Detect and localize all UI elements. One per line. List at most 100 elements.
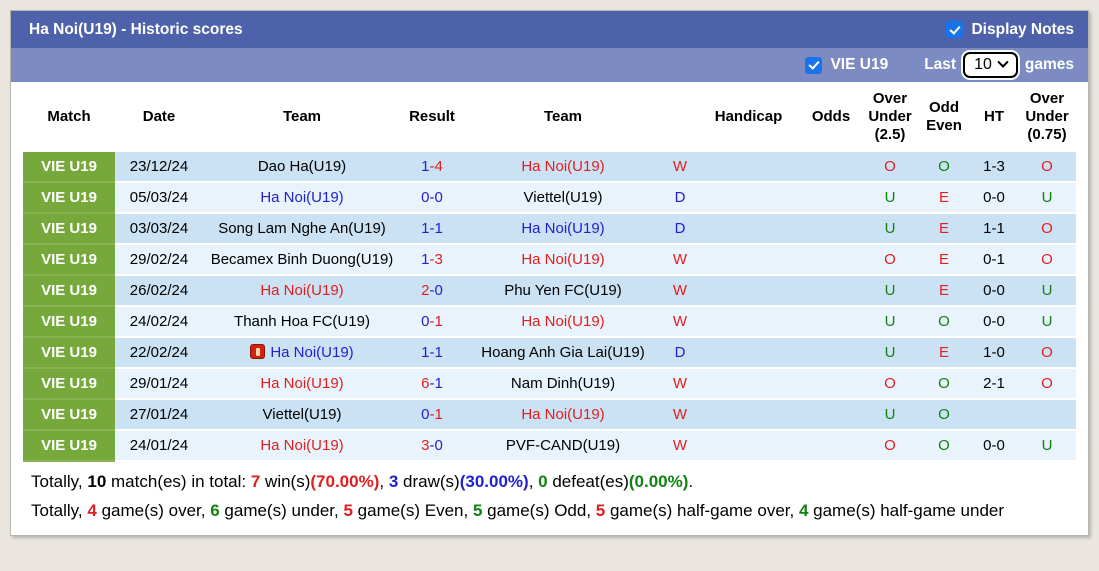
away-team-name: Nam Dinh(U19) [510, 375, 616, 392]
over-under-25-cell: O [862, 152, 918, 183]
away-team-name: Phu Yen FC(U19) [504, 282, 622, 299]
result-cell: 0-1 [401, 399, 463, 431]
odds-cell [800, 306, 862, 338]
odd-even-cell: O [918, 399, 970, 431]
display-notes-toggle[interactable]: Display Notes [946, 21, 1074, 39]
summary-segment: 5 [595, 501, 606, 520]
over-under-075-cell [1018, 399, 1076, 431]
home-team-name: Viettel(U19) [262, 406, 342, 423]
handicap-cell [697, 306, 800, 338]
table-row: VIE U19 05/03/24 Ha Noi(U19) 0-0 Viettel… [23, 182, 1076, 214]
home-team-cell: Thanh Hoa FC(U19) [203, 306, 401, 338]
summary-segment: 7 [250, 472, 261, 491]
result-cell: 0-1 [401, 306, 463, 338]
result-away-score: 1 [434, 375, 443, 392]
over-under-25-cell: O [862, 368, 918, 400]
league-badge: VIE U19 [23, 368, 115, 400]
summary-segment: draw(s) [398, 472, 460, 491]
ht-cell [970, 399, 1018, 431]
result-cell: 1-4 [401, 152, 463, 183]
result-home-score: 1 [421, 344, 430, 361]
odd-even-cell: O [918, 152, 970, 183]
col-header-match: Match [23, 82, 115, 152]
summary-segment: 5 [343, 501, 353, 520]
col-header-team-away: Team [463, 82, 663, 152]
outcome-cell: W [663, 306, 697, 338]
handicap-cell [697, 399, 800, 431]
odds-cell [800, 430, 862, 462]
odd-even-cell: E [918, 275, 970, 307]
league-badge: VIE U19 [23, 337, 115, 369]
summary-segment: game(s) Odd, [482, 501, 596, 520]
home-team-cell: Viettel(U19) [203, 399, 401, 431]
ht-cell: 1-1 [970, 213, 1018, 245]
over-under-25-cell: U [862, 399, 918, 431]
over-under-075-cell: O [1018, 337, 1076, 369]
matches-table: Match Date Team Result Team Handicap Odd… [23, 82, 1076, 462]
league-badge: VIE U19 [23, 213, 115, 245]
result-home-score: 1 [421, 220, 430, 237]
summary-segment: Totally, [31, 472, 88, 491]
table-row: VIE U19 29/02/24 Becamex Binh Duong(U19)… [23, 244, 1076, 276]
league-badge: VIE U19 [23, 244, 115, 276]
summary-segment: 4 [798, 501, 809, 520]
summary-segment: . [688, 472, 694, 491]
result-away-score: 1 [434, 406, 443, 423]
col-header-over-under-25: Over Under (2.5) [862, 82, 918, 152]
away-team-name: Hoang Anh Gia Lai(U19) [481, 344, 645, 361]
outcome-cell: W [663, 430, 697, 462]
odds-cell [800, 368, 862, 400]
odd-even-cell: O [918, 306, 970, 338]
games-count-select[interactable]: 10 [963, 52, 1018, 78]
home-team-cell: Becamex Binh Duong(U19) [203, 244, 401, 276]
match-date: 05/03/24 [115, 182, 203, 214]
over-under-25-cell: U [862, 182, 918, 214]
over-under-075-cell: U [1018, 275, 1076, 307]
home-team-cell: Song Lam Nghe An(U19) [203, 213, 401, 245]
games-count-value: 10 [974, 55, 992, 73]
outcome-cell: W [663, 152, 697, 183]
summary-segment: , [379, 472, 389, 491]
result-home-score: 2 [421, 282, 430, 299]
summary-segment: Totally, [31, 501, 88, 520]
league-badge: VIE U19 [23, 306, 115, 338]
away-team-name: PVF-CAND(U19) [505, 437, 621, 454]
ht-cell: 0-0 [970, 306, 1018, 338]
result-away-score: 0 [434, 437, 443, 454]
league-badge: VIE U19 [23, 275, 115, 307]
result-dash: - [429, 282, 435, 299]
away-team-cell: Hoang Anh Gia Lai(U19) [463, 337, 663, 369]
away-team-name: Ha Noi(U19) [521, 406, 605, 423]
odds-cell [800, 399, 862, 431]
away-team-cell: Ha Noi(U19) [463, 213, 663, 245]
display-notes-checkbox[interactable] [946, 21, 964, 38]
away-team-name: Ha Noi(U19) [521, 220, 605, 237]
col-header-team-home: Team [203, 82, 401, 152]
table-row: VIE U19 29/01/24 Ha Noi(U19) 6-1 Nam Din… [23, 368, 1076, 400]
away-team-cell: PVF-CAND(U19) [463, 430, 663, 462]
summary-segment: game(s) under, [219, 501, 344, 520]
league-filter-toggle[interactable]: VIE U19 [805, 56, 888, 74]
col-header-date: Date [115, 82, 203, 152]
col-header-result: Result [401, 82, 463, 152]
odd-even-cell: E [918, 244, 970, 276]
away-team-cell: Ha Noi(U19) [463, 244, 663, 276]
table-row: VIE U19 27/01/24 Viettel(U19) 0-1 Ha Noi… [23, 399, 1076, 431]
over-under-075-cell: O [1018, 368, 1076, 400]
over-under-075-cell: U [1018, 306, 1076, 338]
home-team-cell: Ha Noi(U19) [203, 337, 401, 369]
summary: Totally, 10 match(es) in total: 7 win(s)… [11, 462, 1088, 535]
handicap-cell [697, 430, 800, 462]
league-checkbox[interactable] [805, 56, 823, 74]
summary-segment: game(s) Even, [352, 501, 473, 520]
result-dash: - [429, 251, 435, 268]
odds-cell [800, 337, 862, 369]
result-dash: - [429, 375, 435, 392]
ht-cell: 0-1 [970, 244, 1018, 276]
result-away-score: 4 [434, 158, 443, 175]
home-team-name: Thanh Hoa FC(U19) [234, 313, 370, 330]
odd-even-cell: E [918, 213, 970, 245]
match-date: 23/12/24 [115, 152, 203, 183]
summary-segment: , [528, 472, 539, 491]
col-header-odd-even: Odd Even [918, 82, 970, 152]
